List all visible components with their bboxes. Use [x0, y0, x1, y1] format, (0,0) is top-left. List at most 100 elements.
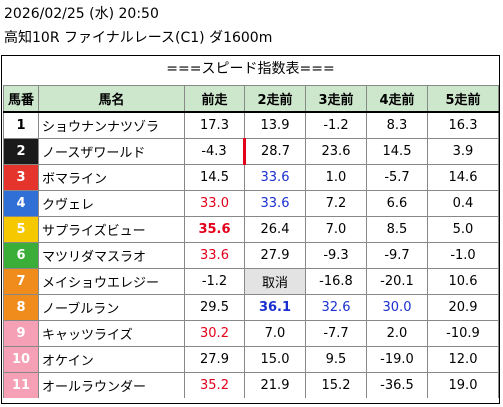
horse-number: 10	[3, 346, 39, 373]
horse-number: 8	[3, 294, 39, 321]
table-row: 9 キャッツライズ 30.2 7.0 -7.7 2.0 -10.9	[3, 320, 499, 347]
column-header: 馬名	[38, 85, 185, 113]
speed-index-cell: 30.2	[184, 320, 245, 347]
speed-index-cell: 36.1	[244, 294, 306, 321]
speed-index-cell: 33.0	[184, 190, 245, 217]
speed-index-cell: 17.3	[184, 111, 245, 139]
column-header: 3走前	[305, 85, 367, 113]
speed-index-cell: 14.6	[427, 164, 499, 191]
table-row: 5 サプライズビュー 35.6 26.4 7.0 8.5 5.0	[3, 216, 499, 243]
speed-index-cell: -10.9	[427, 320, 499, 347]
header-row: 馬番 馬名 前走 2走前 3走前 4走前 5走前	[3, 85, 499, 113]
table-row: 11 オールラウンダー 35.2 21.9 15.2 -36.5 19.0	[3, 372, 499, 398]
speed-index-cell: 30.0	[366, 294, 428, 321]
horse-name: オケイン	[38, 346, 185, 373]
speed-index-cell: 33.6	[244, 164, 306, 191]
horse-name: オールラウンダー	[38, 372, 185, 398]
horse-number: 7	[3, 268, 39, 295]
speed-index-cell: -20.1	[366, 268, 428, 295]
horse-number: 2	[3, 138, 39, 165]
speed-index-cell: 19.0	[427, 372, 499, 398]
table-row: 2 ノースザワールド -4.3 28.7 23.6 14.5 3.9	[3, 138, 499, 165]
table-row: 1 ショウナンナツゾラ 17.3 13.9 -1.2 8.3 16.3	[3, 111, 499, 139]
column-header: 2走前	[244, 85, 306, 113]
horse-number: 4	[3, 190, 39, 217]
speed-index-cell: 16.3	[427, 111, 499, 139]
speed-index-cell: 9.5	[305, 346, 367, 373]
speed-index-cell: -7.7	[305, 320, 367, 347]
speed-index-cell: 1.0	[305, 164, 367, 191]
column-header: 前走	[184, 85, 245, 113]
speed-index-cell: 6.6	[366, 190, 428, 217]
speed-index-cell: 0.4	[427, 190, 499, 217]
speed-index-cell: 7.0	[244, 320, 306, 347]
column-header: 4走前	[366, 85, 428, 113]
race-datetime: 2026/02/25 (水) 20:50	[4, 6, 159, 22]
speed-index-cell: -1.0	[427, 242, 499, 269]
speed-index-cell: 7.2	[305, 190, 367, 217]
horse-name: クヴェレ	[38, 190, 185, 217]
speed-index-cell: 33.6	[244, 190, 306, 217]
speed-index-cell: -9.3	[305, 242, 367, 269]
horse-name: ノースザワールド	[38, 138, 185, 165]
horse-number: 9	[3, 320, 39, 347]
speed-index-cell: 2.0	[366, 320, 428, 347]
speed-index-cell: -19.0	[366, 346, 428, 373]
speed-index-cell: 取消	[244, 268, 306, 295]
speed-index-cell: 7.0	[305, 216, 367, 243]
speed-index-cell: -4.3	[184, 138, 246, 165]
table-title: ===スピード指数表===	[166, 61, 335, 77]
horse-number: 1	[3, 111, 39, 139]
speed-index-cell: 15.0	[244, 346, 306, 373]
horse-name: ボマライン	[38, 164, 185, 191]
horse-name: メイショウエレジー	[38, 268, 185, 295]
speed-index-panel: ===スピード指数表=== 馬番 馬名 前走 2走前 3走前 4走前 5走前 1 ショウナンナ…	[1, 55, 500, 404]
table-row: 7 メイショウエレジー -1.2 取消 -16.8 -20.1 10.6	[3, 268, 499, 295]
column-header: 5走前	[427, 85, 499, 113]
table-row: 4 クヴェレ 33.0 33.6 7.2 6.6 0.4	[3, 190, 499, 217]
speed-index-cell: 27.9	[244, 242, 306, 269]
horse-number: 3	[3, 164, 39, 191]
speed-index-cell: 35.2	[184, 372, 245, 398]
table-row: 3 ボマライン 14.5 33.6 1.0 -5.7 14.6	[3, 164, 499, 191]
speed-index-cell: 13.9	[244, 111, 306, 139]
speed-index-cell: 35.6	[184, 216, 245, 243]
horse-number: 5	[3, 216, 39, 243]
horse-name: サプライズビュー	[38, 216, 185, 243]
speed-index-cell: 20.9	[427, 294, 499, 321]
horse-name: マツリダマスラオ	[38, 242, 185, 269]
speed-index-cell: 10.6	[427, 268, 499, 295]
horse-number: 6	[3, 242, 39, 269]
table-row: 8 ノーブルラン 29.5 36.1 32.6 30.0 20.9	[3, 294, 499, 321]
speed-index-cell: 15.2	[305, 372, 367, 398]
speed-index-cell: 27.9	[184, 346, 245, 373]
table-row: 6 マツリダマスラオ 33.6 27.9 -9.3 -9.7 -1.0	[3, 242, 499, 269]
speed-index-cell: 33.6	[184, 242, 245, 269]
speed-index-cell: 14.5	[366, 138, 428, 165]
speed-index-cell: 26.4	[244, 216, 306, 243]
horse-name: ノーブルラン	[38, 294, 185, 321]
speed-index-table: 馬番 馬名 前走 2走前 3走前 4走前 5走前 1 ショウナンナツゾラ 17.3 13.9 -1.…	[3, 85, 499, 398]
table-row: 10 オケイン 27.9 15.0 9.5 -19.0 12.0	[3, 346, 499, 373]
horse-name: ショウナンナツゾラ	[38, 111, 185, 139]
horse-number: 11	[3, 372, 39, 398]
speed-index-cell: 21.9	[244, 372, 306, 398]
speed-index-cell: 12.0	[427, 346, 499, 373]
speed-index-cell: -36.5	[366, 372, 428, 398]
speed-index-cell: 28.7	[244, 138, 306, 165]
speed-index-cell: -16.8	[305, 268, 367, 295]
speed-index-cell: 5.0	[427, 216, 499, 243]
speed-index-cell: 29.5	[184, 294, 245, 321]
speed-index-cell: -1.2	[184, 268, 245, 295]
speed-index-cell: 23.6	[305, 138, 367, 165]
speed-index-cell: 8.5	[366, 216, 428, 243]
speed-index-cell: -5.7	[366, 164, 428, 191]
speed-index-cell: 8.3	[366, 111, 428, 139]
speed-index-cell: 14.5	[184, 164, 245, 191]
race-info: 高知10R ファイナルレース(C1) ダ1600m	[4, 30, 273, 46]
column-header: 馬番	[3, 85, 39, 113]
speed-index-cell: -1.2	[305, 111, 367, 139]
speed-index-cell: 3.9	[427, 138, 499, 165]
horse-name: キャッツライズ	[38, 320, 185, 347]
speed-index-cell: 32.6	[305, 294, 367, 321]
